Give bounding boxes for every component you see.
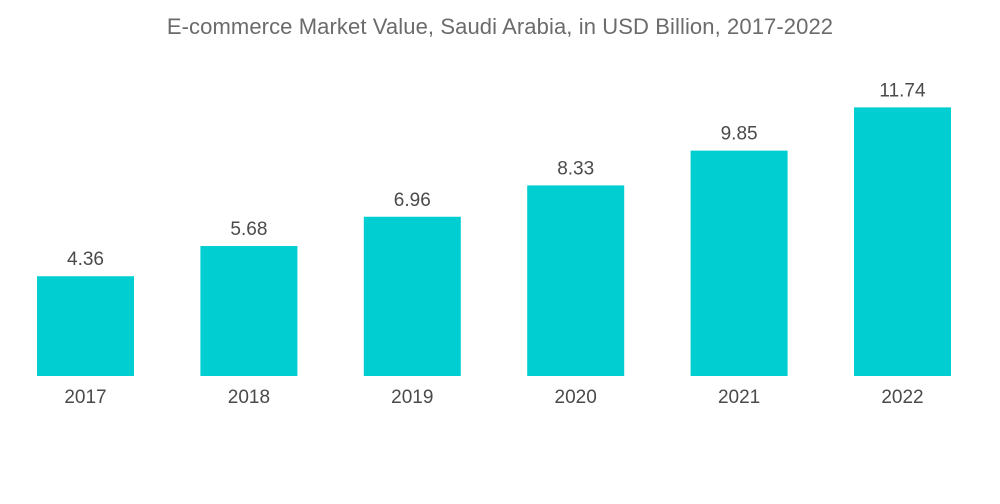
bar-2017 — [37, 276, 134, 376]
x-tick-label-2020: 2020 — [555, 387, 597, 408]
data-label-2017: 4.36 — [67, 249, 104, 270]
bar-2021 — [690, 150, 788, 376]
bar-2018 — [200, 246, 298, 376]
data-label-2018: 5.68 — [230, 219, 267, 240]
x-tick-label-2022: 2022 — [881, 387, 923, 408]
bar-2022 — [854, 107, 951, 377]
data-label-2021: 9.85 — [721, 124, 758, 145]
bar-2019 — [363, 216, 461, 376]
x-tick-label-2017: 2017 — [64, 387, 106, 408]
x-tick-label-2018: 2018 — [228, 387, 270, 408]
data-label-2019: 6.96 — [394, 190, 431, 211]
x-tick-label-2021: 2021 — [718, 387, 760, 408]
data-label-2020: 8.33 — [557, 158, 594, 179]
x-tick-label-2019: 2019 — [391, 387, 433, 408]
bar-2020 — [527, 185, 625, 376]
data-label-2022: 11.74 — [879, 80, 926, 101]
chart-title: E-commerce Market Value, Saudi Arabia, i… — [166, 14, 834, 39]
